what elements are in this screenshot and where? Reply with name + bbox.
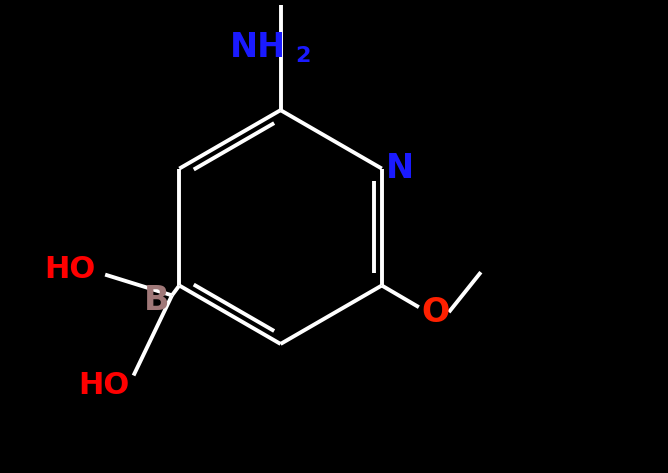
Text: HO: HO xyxy=(45,255,96,284)
Text: NH: NH xyxy=(230,31,286,64)
Text: N: N xyxy=(385,152,414,185)
Text: O: O xyxy=(422,296,450,329)
Text: HO: HO xyxy=(78,371,129,400)
Text: 2: 2 xyxy=(295,46,311,66)
Text: B: B xyxy=(144,284,170,317)
